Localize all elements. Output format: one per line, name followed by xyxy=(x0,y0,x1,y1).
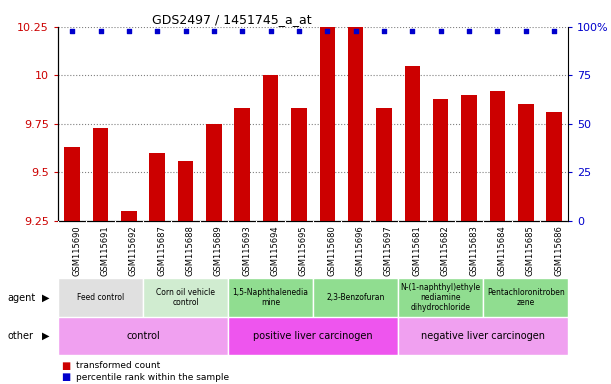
Point xyxy=(492,28,502,34)
Text: GSM115687: GSM115687 xyxy=(157,225,166,276)
Text: GSM115686: GSM115686 xyxy=(554,225,563,276)
Text: GSM115696: GSM115696 xyxy=(356,225,365,276)
Bar xyxy=(489,91,505,221)
Text: GSM115694: GSM115694 xyxy=(271,225,280,276)
Text: N-(1-naphthyl)ethyle
nediamine
dihydrochloride: N-(1-naphthyl)ethyle nediamine dihydroch… xyxy=(401,283,481,313)
Bar xyxy=(58,317,228,355)
Text: Pentachloronitroben
zene: Pentachloronitroben zene xyxy=(487,288,565,307)
Point xyxy=(181,28,191,34)
Bar xyxy=(546,112,562,221)
Point xyxy=(266,28,276,34)
Text: GSM115680: GSM115680 xyxy=(327,225,336,276)
Bar xyxy=(398,278,483,317)
Point xyxy=(379,28,389,34)
Text: control: control xyxy=(126,331,160,341)
Point xyxy=(549,28,559,34)
Point xyxy=(152,28,162,34)
Bar xyxy=(320,0,335,221)
Point xyxy=(521,28,530,34)
Text: GSM115689: GSM115689 xyxy=(214,225,223,276)
Text: GSM115693: GSM115693 xyxy=(243,225,251,276)
Text: GSM115692: GSM115692 xyxy=(129,225,138,276)
Text: GSM115684: GSM115684 xyxy=(497,225,507,276)
Text: negative liver carcinogen: negative liver carcinogen xyxy=(421,331,545,341)
Point xyxy=(96,28,106,34)
Text: percentile rank within the sample: percentile rank within the sample xyxy=(76,372,230,382)
Text: GSM115681: GSM115681 xyxy=(412,225,422,276)
Bar xyxy=(178,161,194,221)
Bar xyxy=(143,278,228,317)
Text: GSM115685: GSM115685 xyxy=(525,225,535,276)
Bar xyxy=(348,0,364,221)
Bar xyxy=(313,278,398,317)
Text: Feed control: Feed control xyxy=(77,293,124,302)
Text: ■: ■ xyxy=(61,372,70,382)
Bar xyxy=(150,153,165,221)
Bar xyxy=(93,128,108,221)
Text: agent: agent xyxy=(7,293,35,303)
Text: ▶: ▶ xyxy=(42,293,49,303)
Point xyxy=(294,28,304,34)
Bar xyxy=(376,108,392,221)
Text: GSM115695: GSM115695 xyxy=(299,225,308,276)
Bar xyxy=(206,124,222,221)
Point xyxy=(67,28,77,34)
Bar xyxy=(483,278,568,317)
Text: other: other xyxy=(7,331,34,341)
Bar xyxy=(58,278,143,317)
Bar xyxy=(263,75,279,221)
Point xyxy=(464,28,474,34)
Point xyxy=(209,28,219,34)
Text: GSM115683: GSM115683 xyxy=(469,225,478,276)
Bar xyxy=(228,317,398,355)
Point xyxy=(351,28,360,34)
Bar xyxy=(398,317,568,355)
Text: ▶: ▶ xyxy=(42,331,49,341)
Bar xyxy=(518,104,533,221)
Text: GSM115688: GSM115688 xyxy=(186,225,194,276)
Text: GDS2497 / 1451745_a_at: GDS2497 / 1451745_a_at xyxy=(152,13,312,26)
Bar xyxy=(291,108,307,221)
Text: GSM115690: GSM115690 xyxy=(72,225,81,276)
Point xyxy=(436,28,445,34)
Text: 2,3-Benzofuran: 2,3-Benzofuran xyxy=(326,293,385,302)
Bar xyxy=(228,278,313,317)
Bar xyxy=(404,66,420,221)
Text: transformed count: transformed count xyxy=(76,361,161,370)
Text: GSM115691: GSM115691 xyxy=(101,225,109,276)
Point xyxy=(408,28,417,34)
Text: GSM115682: GSM115682 xyxy=(441,225,450,276)
Point xyxy=(323,28,332,34)
Bar xyxy=(235,108,250,221)
Text: 1,5-Naphthalenedia
mine: 1,5-Naphthalenedia mine xyxy=(233,288,309,307)
Bar xyxy=(433,99,448,221)
Bar xyxy=(121,211,137,221)
Bar xyxy=(64,147,80,221)
Bar xyxy=(461,95,477,221)
Text: GSM115697: GSM115697 xyxy=(384,225,393,276)
Text: ■: ■ xyxy=(61,361,70,371)
Point xyxy=(124,28,134,34)
Text: Corn oil vehicle
control: Corn oil vehicle control xyxy=(156,288,215,307)
Text: positive liver carcinogen: positive liver carcinogen xyxy=(254,331,373,341)
Point xyxy=(238,28,247,34)
